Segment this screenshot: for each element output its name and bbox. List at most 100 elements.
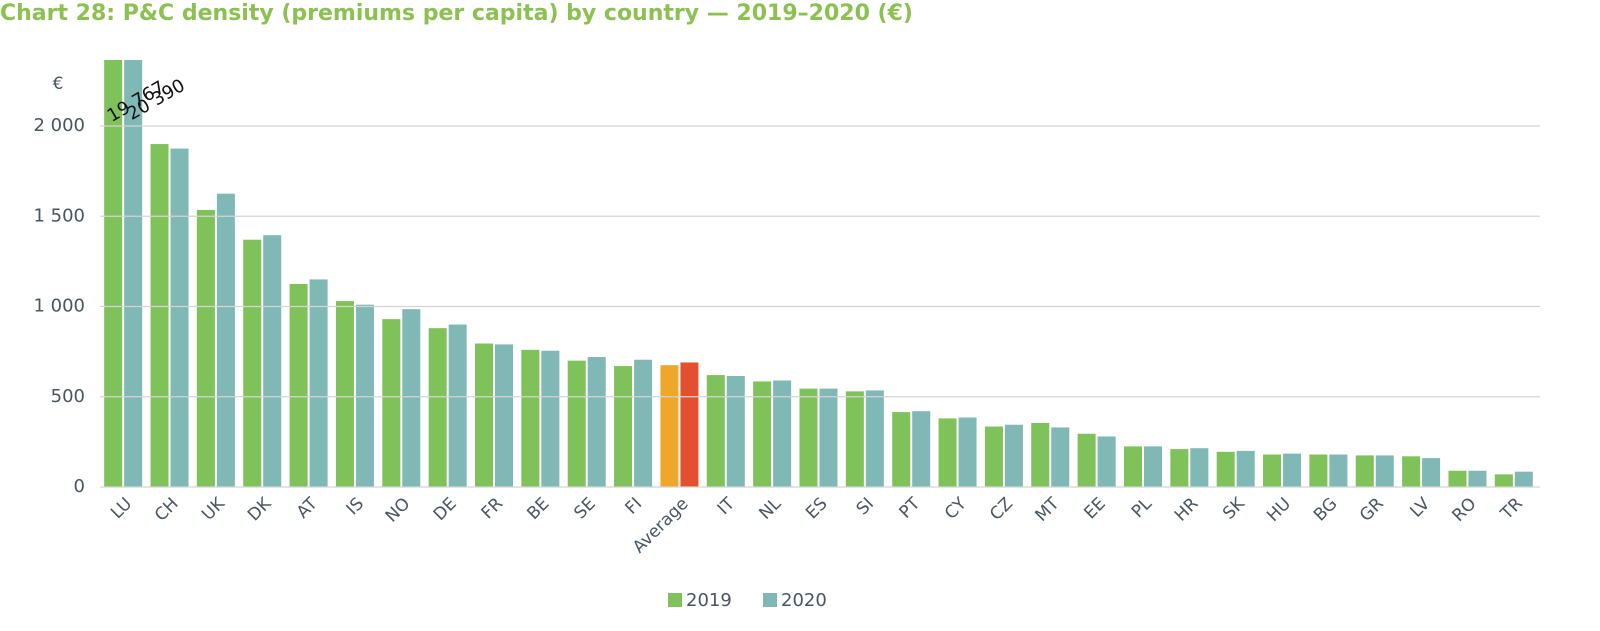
legend-swatch	[763, 593, 777, 607]
bar	[335, 301, 354, 487]
bar	[355, 304, 374, 487]
legend-swatch	[668, 593, 682, 607]
y-tick-label: 1 000	[33, 296, 85, 317]
bar	[726, 375, 745, 487]
bar	[938, 418, 957, 487]
bar	[1263, 454, 1282, 487]
bar	[150, 144, 169, 487]
bar	[1216, 451, 1235, 487]
x-tick-label: NO	[382, 494, 415, 527]
bar	[521, 349, 540, 487]
bar	[1143, 446, 1162, 487]
bar	[263, 235, 282, 487]
bar	[634, 359, 653, 487]
bar	[567, 360, 586, 487]
bar	[309, 279, 328, 487]
bar	[819, 388, 838, 487]
bar	[448, 324, 467, 487]
bar	[541, 350, 560, 487]
bar	[1422, 458, 1441, 487]
x-tick-label: AT	[293, 494, 322, 523]
bar	[1514, 471, 1533, 487]
x-tick-label: FR	[478, 494, 508, 524]
x-tick-label: HU	[1263, 494, 1295, 526]
x-tick-label: DE	[430, 494, 461, 525]
bar	[1031, 422, 1050, 487]
bar	[1402, 456, 1421, 487]
x-tick-label: NL	[755, 494, 785, 524]
x-tick-label: DK	[244, 493, 276, 525]
x-tick-label: TR	[1496, 494, 1527, 525]
legend-label: 2020	[781, 590, 827, 611]
bar	[773, 380, 792, 487]
bar	[1309, 454, 1328, 487]
bar	[1355, 455, 1374, 487]
bar	[1123, 446, 1142, 487]
bar	[1283, 453, 1302, 487]
bar	[402, 309, 421, 487]
bar	[984, 426, 1003, 487]
bar	[428, 328, 447, 487]
bar	[1448, 470, 1467, 487]
bar	[1468, 470, 1487, 487]
y-tick-label: 500	[51, 386, 85, 407]
bar	[289, 283, 308, 487]
bar	[243, 239, 262, 487]
bar	[706, 375, 725, 487]
bar	[196, 209, 215, 487]
bar	[1051, 427, 1070, 487]
x-tick-label: CZ	[986, 494, 1017, 525]
x-tick-label: HR	[1171, 494, 1203, 526]
bar	[1329, 454, 1348, 487]
bar	[1375, 455, 1394, 487]
chart-title: Chart 28: P&C density (premiums per capi…	[0, 1, 913, 26]
bar	[495, 344, 514, 487]
y-tick-label: 2 000	[33, 115, 85, 136]
bar	[799, 388, 818, 487]
bar	[216, 193, 235, 487]
x-tick-label: BG	[1310, 494, 1341, 525]
x-tick-label: SI	[853, 494, 878, 519]
x-tick-label: BE	[523, 494, 553, 524]
bar	[1494, 474, 1513, 487]
x-tick-label: MT	[1031, 494, 1063, 526]
bar	[753, 381, 772, 487]
x-tick-label: IS	[343, 494, 368, 519]
bar	[1004, 424, 1023, 487]
x-tick-label: SK	[1219, 493, 1249, 523]
bar	[845, 391, 864, 487]
bar	[587, 357, 606, 487]
plot-area	[104, 60, 1533, 487]
x-tick-label: IT	[714, 493, 739, 518]
x-tick-label: SE	[570, 494, 599, 523]
x-tick-label: PT	[896, 493, 925, 522]
bar	[660, 365, 679, 487]
x-tick-label: PL	[1128, 494, 1156, 522]
x-tick-label: UK	[198, 493, 229, 524]
bar	[1097, 436, 1116, 487]
y-tick-label: 0	[74, 476, 85, 497]
bar	[680, 362, 699, 487]
bar	[124, 60, 143, 487]
bar	[475, 343, 494, 487]
x-tick-label: CY	[941, 494, 971, 524]
x-tick-label: LV	[1406, 494, 1434, 522]
bar	[614, 366, 633, 487]
x-tick-label: CH	[151, 494, 183, 526]
bar	[958, 417, 977, 487]
legend-label: 2019	[686, 590, 732, 611]
bar	[865, 390, 884, 487]
bar	[1170, 449, 1189, 487]
y-axis-label: €	[53, 74, 64, 94]
bar	[1190, 448, 1209, 487]
x-tick-label: RO	[1449, 494, 1481, 526]
bar	[912, 411, 931, 487]
y-tick-label: 1 500	[33, 205, 85, 226]
x-tick-label: EE	[1080, 494, 1109, 523]
x-tick-label: ES	[802, 494, 831, 523]
x-tick-label: LU	[107, 494, 136, 523]
x-tick-label: GR	[1356, 494, 1388, 526]
bar	[382, 319, 401, 487]
bar	[1077, 433, 1096, 487]
